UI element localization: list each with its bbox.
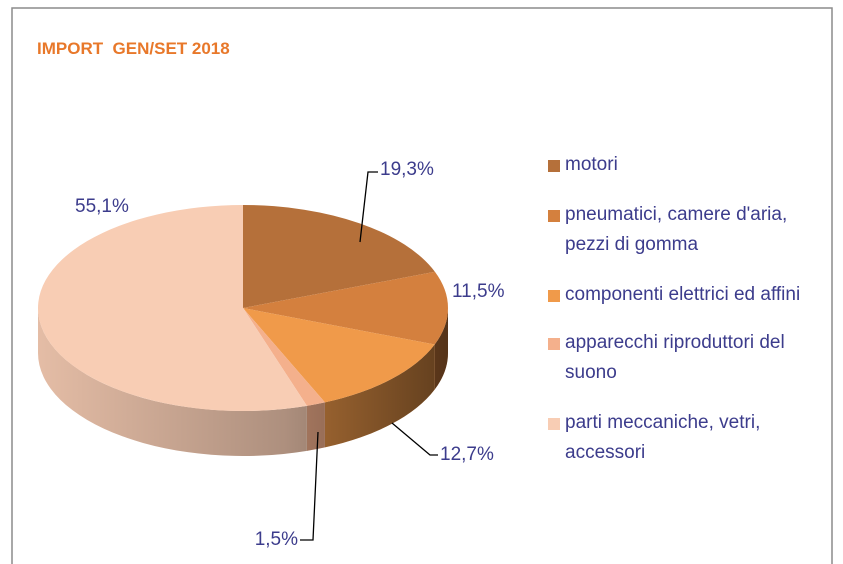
legend-label: motori bbox=[565, 154, 618, 175]
data-label: 1,5% bbox=[255, 529, 298, 550]
slice bbox=[37, 205, 307, 411]
legend-item: motori bbox=[548, 150, 820, 180]
legend-swatch bbox=[548, 160, 560, 172]
legend-swatch bbox=[548, 418, 560, 430]
data-label: 55,1% bbox=[75, 196, 129, 217]
data-label: 11,5% bbox=[452, 281, 505, 302]
legend-label: componenti elettrici ed affini bbox=[565, 284, 801, 305]
legend-label: parti meccaniche, vetri, accessori bbox=[565, 412, 761, 463]
legend-label: apparecchi riproduttori del suono bbox=[565, 332, 785, 383]
frame bbox=[11, 7, 833, 564]
legend-swatch bbox=[548, 290, 560, 302]
legend-item: parti meccaniche, vetri, accessori bbox=[548, 408, 820, 468]
slice-shade bbox=[306, 402, 325, 451]
slice bbox=[243, 205, 435, 308]
chart-title: IMPORT GEN/SET 2018 bbox=[37, 39, 230, 58]
data-label: 12,7% bbox=[440, 444, 494, 465]
slice bbox=[243, 271, 448, 345]
legend-item: componenti elettrici ed affini bbox=[548, 280, 820, 310]
legend-label: pneumatici, camere d'aria, pezzi di gomm… bbox=[565, 204, 788, 255]
legend-item: pneumatici, camere d'aria, pezzi di gomm… bbox=[548, 200, 820, 260]
slice bbox=[243, 308, 435, 403]
data-label: 19,3% bbox=[380, 159, 434, 180]
legend-item: apparecchi riproduttori del suono bbox=[548, 328, 820, 388]
slice-shade bbox=[324, 344, 435, 448]
slice bbox=[243, 308, 325, 406]
legend: motori pneumatici, camere d'aria, pezzi d… bbox=[548, 150, 820, 468]
legend-swatch bbox=[548, 210, 560, 222]
legend-swatch bbox=[548, 338, 560, 350]
leader-line bbox=[391, 422, 438, 456]
leader-line bbox=[359, 171, 378, 243]
slice-shade bbox=[38, 308, 307, 456]
slice-shade bbox=[434, 308, 448, 390]
leader-line bbox=[300, 431, 319, 541]
